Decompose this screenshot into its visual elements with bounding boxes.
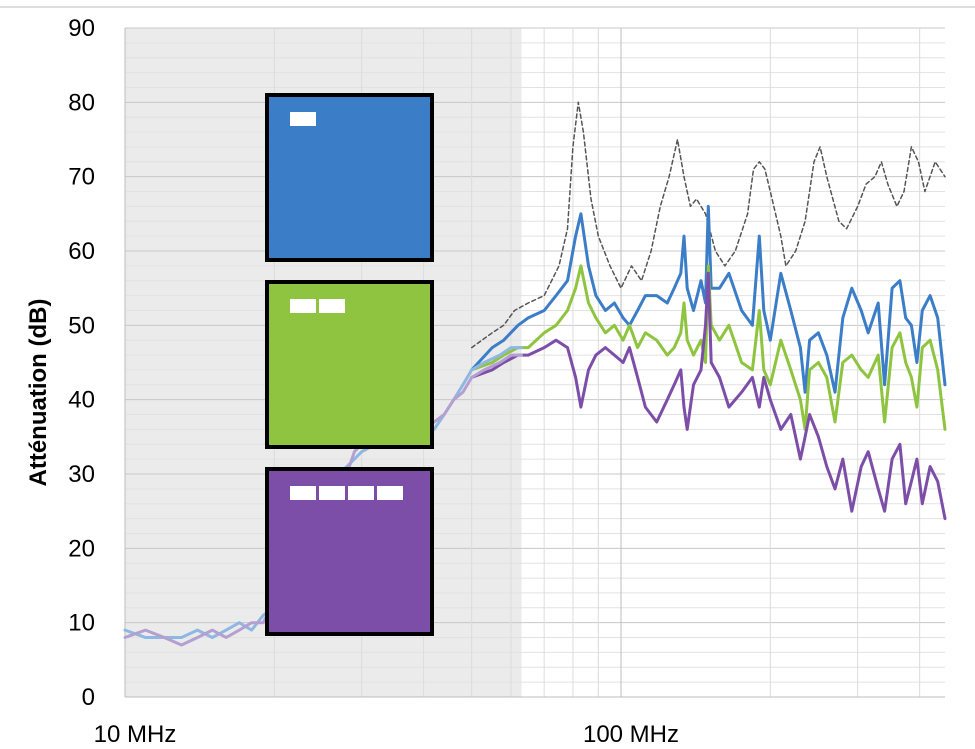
legend-label-block	[319, 486, 345, 500]
y-tick-label: 60	[68, 238, 95, 265]
series-line-green	[470, 264, 947, 431]
series-line-dashed	[470, 101, 946, 349]
y-tick-label: 50	[68, 312, 95, 339]
legend-label-block	[377, 486, 403, 500]
legend-label-block	[348, 486, 374, 500]
y-tick-label: 20	[68, 535, 95, 562]
y-tick-label: 90	[68, 15, 95, 42]
y-tick-label: 10	[68, 610, 95, 637]
legend-label-block	[319, 299, 345, 313]
y-tick-label: 0	[82, 684, 95, 711]
y-axis-title: Atténuation (dB)	[25, 299, 52, 487]
y-tick-label: 40	[68, 387, 95, 414]
y-tick-label: 80	[68, 89, 95, 116]
legend-label-block	[290, 486, 316, 500]
y-tick-label: 70	[68, 164, 95, 191]
series-line-blue	[470, 204, 947, 394]
series-line-purple	[470, 271, 947, 521]
legend-label-block	[290, 299, 316, 313]
x-tick-label: 10 MHz	[94, 721, 177, 748]
y-tick-label: 30	[68, 461, 95, 488]
x-tick-label: 100 MHz	[583, 721, 679, 748]
legend-label-block	[290, 112, 316, 126]
